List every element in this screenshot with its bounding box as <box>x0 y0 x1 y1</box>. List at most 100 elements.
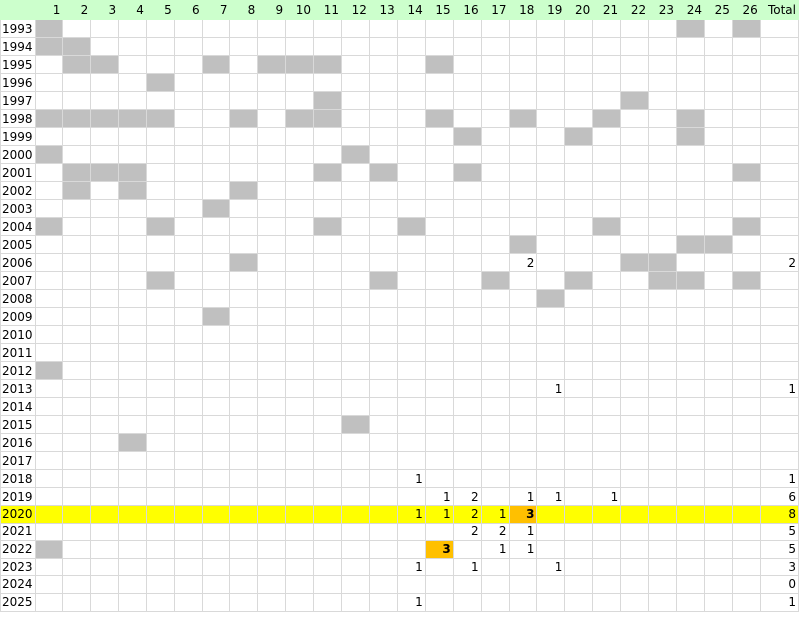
cell[interactable] <box>592 433 622 452</box>
cell[interactable] <box>313 415 342 434</box>
cell[interactable] <box>592 361 622 380</box>
cell[interactable] <box>703 55 733 74</box>
cell[interactable] <box>452 271 482 290</box>
cell[interactable] <box>229 253 259 272</box>
cell[interactable] <box>508 433 538 452</box>
cell[interactable] <box>452 289 482 308</box>
cell[interactable] <box>703 19 733 38</box>
cell[interactable] <box>62 505 92 524</box>
row-year[interactable]: 2016 <box>0 433 36 452</box>
row-year[interactable]: 1996 <box>0 73 36 92</box>
cell[interactable] <box>648 487 678 506</box>
cell[interactable] <box>480 289 510 308</box>
cell[interactable] <box>620 181 650 200</box>
cell[interactable] <box>145 540 175 559</box>
cell[interactable]: 3 <box>424 540 454 559</box>
cell[interactable] <box>676 557 705 577</box>
cell[interactable] <box>62 289 92 308</box>
cell[interactable] <box>592 505 622 524</box>
cell[interactable] <box>118 540 147 559</box>
cell[interactable] <box>145 181 175 200</box>
cell[interactable] <box>703 217 733 236</box>
cell[interactable] <box>257 163 287 182</box>
cell[interactable] <box>145 592 175 612</box>
cell[interactable] <box>90 379 120 398</box>
column-header-14[interactable]: 14 <box>396 0 426 20</box>
cell[interactable] <box>340 433 370 452</box>
cell[interactable] <box>731 575 761 594</box>
cell[interactable] <box>592 415 622 434</box>
cell[interactable] <box>62 325 92 344</box>
cell[interactable] <box>620 235 650 254</box>
cell[interactable] <box>648 540 678 559</box>
cell[interactable] <box>229 397 259 416</box>
cell[interactable] <box>703 109 733 128</box>
cell[interactable] <box>229 325 259 344</box>
cell[interactable] <box>34 487 64 506</box>
cell[interactable] <box>229 433 259 452</box>
cell[interactable] <box>396 73 426 92</box>
cell[interactable] <box>536 397 566 416</box>
cell[interactable] <box>285 575 315 594</box>
cell[interactable] <box>564 343 594 362</box>
cell[interactable] <box>424 235 454 254</box>
cell[interactable]: 1 <box>424 487 454 506</box>
cell[interactable] <box>536 217 566 236</box>
cell[interactable] <box>285 415 315 434</box>
cell[interactable] <box>257 557 287 577</box>
cell[interactable] <box>257 199 287 218</box>
cell[interactable] <box>62 415 92 434</box>
cell[interactable] <box>676 235 705 254</box>
cell[interactable] <box>145 55 175 74</box>
cell[interactable] <box>703 37 733 56</box>
cell[interactable] <box>34 575 64 594</box>
cell[interactable] <box>620 289 650 308</box>
cell[interactable]: 2 <box>452 522 482 542</box>
cell[interactable] <box>118 325 147 344</box>
cell[interactable] <box>480 19 510 38</box>
cell[interactable] <box>396 181 426 200</box>
column-header-8[interactable]: 8 <box>229 0 259 20</box>
cell[interactable] <box>145 253 175 272</box>
cell[interactable] <box>34 163 64 182</box>
row-total[interactable] <box>759 397 799 416</box>
column-header-7[interactable]: 7 <box>201 0 231 20</box>
cell[interactable] <box>313 199 342 218</box>
cell[interactable] <box>90 487 120 506</box>
cell[interactable] <box>118 271 147 290</box>
cell[interactable] <box>173 271 203 290</box>
cell[interactable] <box>62 217 92 236</box>
cell[interactable] <box>340 289 370 308</box>
row-total[interactable]: 3 <box>759 557 799 577</box>
cell[interactable] <box>118 145 147 164</box>
cell[interactable] <box>173 343 203 362</box>
row-total[interactable] <box>759 73 799 92</box>
cell[interactable] <box>201 557 231 577</box>
cell[interactable] <box>731 361 761 380</box>
cell[interactable] <box>620 199 650 218</box>
cell[interactable] <box>452 343 482 362</box>
column-header-total[interactable]: Total <box>759 0 799 20</box>
cell[interactable] <box>173 433 203 452</box>
cell[interactable] <box>424 379 454 398</box>
cell[interactable] <box>257 217 287 236</box>
row-year[interactable]: 2010 <box>0 325 36 344</box>
cell[interactable] <box>313 109 342 128</box>
cell[interactable] <box>620 557 650 577</box>
cell[interactable] <box>731 73 761 92</box>
cell[interactable] <box>62 397 92 416</box>
cell[interactable] <box>145 73 175 92</box>
cell[interactable] <box>90 361 120 380</box>
cell[interactable] <box>620 37 650 56</box>
cell[interactable] <box>620 55 650 74</box>
cell[interactable] <box>592 199 622 218</box>
cell[interactable] <box>676 397 705 416</box>
cell[interactable] <box>676 487 705 506</box>
cell[interactable] <box>452 325 482 344</box>
cell[interactable] <box>592 469 622 488</box>
cell[interactable] <box>731 253 761 272</box>
cell[interactable] <box>396 55 426 74</box>
cell[interactable]: 1 <box>396 469 426 488</box>
row-total[interactable]: 5 <box>759 522 799 542</box>
cell[interactable] <box>480 343 510 362</box>
